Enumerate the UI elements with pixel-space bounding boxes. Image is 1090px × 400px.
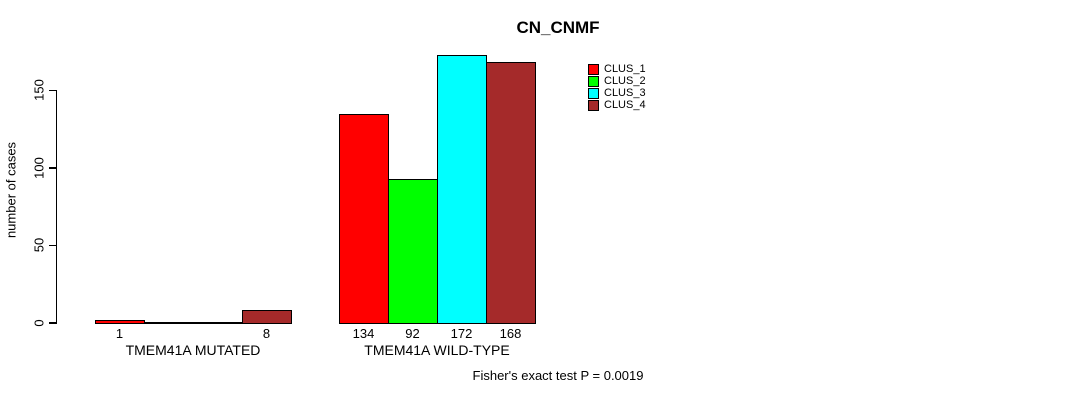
y-axis-line	[55, 89, 57, 324]
legend-row: CLUS_3	[588, 87, 646, 99]
bar-value-label: 92	[405, 326, 420, 341]
y-tick-mark	[48, 89, 56, 91]
annotation-text: Fisher's exact test P = 0.0019	[472, 368, 644, 383]
y-tick-label: 150	[31, 79, 47, 101]
legend-swatch-clus_2	[588, 75, 599, 87]
y-tick-label: 0	[31, 318, 47, 327]
y-tick-mark	[48, 322, 56, 324]
y-tick-label: 100	[31, 156, 47, 179]
legend-row: CLUS_2	[588, 75, 646, 87]
group-label: TMEM41A MUTATED	[125, 342, 261, 358]
bar-clus_1	[339, 114, 389, 324]
legend-swatch-clus_4	[588, 99, 599, 111]
y-axis-label: number of cases	[3, 141, 19, 239]
bar-value-label: 172	[450, 326, 473, 341]
legend-label: CLUS_2	[604, 75, 646, 87]
legend-row: CLUS_4	[588, 99, 646, 111]
legend-label: CLUS_4	[604, 99, 646, 111]
bar-value-label: 134	[352, 326, 375, 341]
chart-title: CN_CNMF	[516, 18, 600, 37]
y-tick-mark	[48, 244, 56, 246]
bar-clus_3	[193, 322, 243, 324]
y-tick-label: 50	[31, 237, 47, 253]
legend-label: CLUS_3	[604, 87, 646, 99]
y-tick-mark	[48, 167, 56, 169]
legend-swatch-clus_1	[588, 63, 599, 75]
legend-swatch-clus_3	[588, 87, 599, 99]
group-label: TMEM41A WILD-TYPE	[364, 342, 510, 358]
bar-value-label: 1	[115, 326, 124, 341]
bar-clus_2	[388, 179, 438, 324]
legend: CLUS_1 CLUS_2 CLUS_3 CLUS_4	[588, 63, 646, 111]
bar-value-label: 168	[499, 326, 522, 341]
bar-clus_2	[144, 322, 194, 324]
bar-clus_3	[437, 55, 487, 324]
bar-clus_1	[95, 320, 145, 324]
bar-clus_4	[486, 61, 536, 324]
bar-value-label: 8	[262, 326, 271, 341]
legend-label: CLUS_1	[604, 63, 646, 75]
legend-row: CLUS_1	[588, 63, 646, 75]
bar-clus_4	[242, 309, 292, 324]
